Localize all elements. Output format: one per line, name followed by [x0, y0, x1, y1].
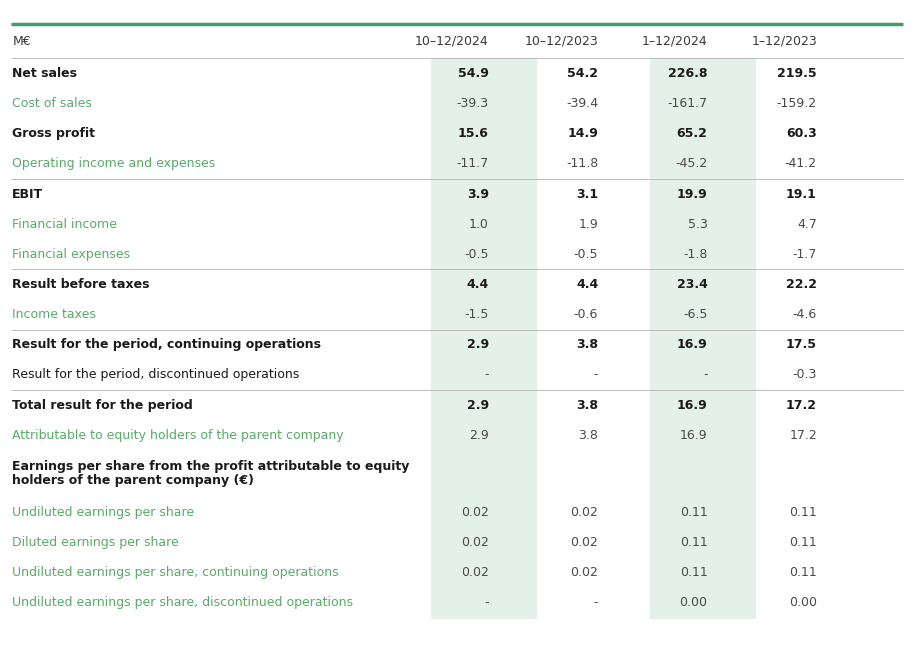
Text: -159.2: -159.2: [777, 97, 817, 110]
Text: 4.4: 4.4: [576, 278, 599, 291]
Text: EBIT: EBIT: [12, 188, 44, 201]
Text: Result before taxes: Result before taxes: [12, 278, 150, 291]
Text: Financial expenses: Financial expenses: [12, 248, 131, 261]
Text: Attributable to equity holders of the parent company: Attributable to equity holders of the pa…: [12, 428, 344, 442]
Text: 0.02: 0.02: [570, 536, 599, 549]
Text: M€: M€: [12, 35, 31, 48]
Text: Gross profit: Gross profit: [12, 127, 95, 140]
Text: 0.11: 0.11: [680, 506, 707, 519]
Text: 16.9: 16.9: [677, 338, 707, 351]
Text: 0.00: 0.00: [680, 596, 707, 609]
Text: -0.3: -0.3: [792, 368, 817, 382]
Text: 0.11: 0.11: [789, 536, 817, 549]
Text: Undiluted earnings per share, continuing operations: Undiluted earnings per share, continuing…: [12, 567, 339, 579]
Text: 0.00: 0.00: [789, 596, 817, 609]
Text: -: -: [484, 596, 489, 609]
Text: 1–12/2023: 1–12/2023: [751, 35, 817, 48]
Text: 0.02: 0.02: [461, 506, 489, 519]
Text: 17.2: 17.2: [786, 399, 817, 411]
Bar: [650, 59, 755, 618]
Text: Result for the period, discontinued operations: Result for the period, discontinued oper…: [12, 368, 300, 382]
Text: -161.7: -161.7: [667, 97, 707, 110]
Text: 1.9: 1.9: [579, 218, 599, 231]
Text: Net sales: Net sales: [12, 67, 78, 80]
Text: 0.02: 0.02: [570, 567, 599, 579]
Text: 2.9: 2.9: [467, 338, 489, 351]
Text: 3.8: 3.8: [579, 428, 599, 442]
Text: 54.9: 54.9: [458, 67, 489, 80]
Text: 19.1: 19.1: [786, 188, 817, 201]
Text: 19.9: 19.9: [677, 188, 707, 201]
Text: 4.7: 4.7: [797, 218, 817, 231]
Text: Cost of sales: Cost of sales: [12, 97, 92, 110]
Text: 23.4: 23.4: [676, 278, 707, 291]
Text: -11.7: -11.7: [457, 157, 489, 170]
Text: 3.8: 3.8: [576, 338, 599, 351]
Text: -0.5: -0.5: [574, 248, 599, 261]
Text: 2.9: 2.9: [469, 428, 489, 442]
Text: 17.2: 17.2: [789, 428, 817, 442]
Text: -: -: [594, 368, 599, 382]
Text: Diluted earnings per share: Diluted earnings per share: [12, 536, 179, 549]
Text: 2.9: 2.9: [467, 399, 489, 411]
Text: 54.2: 54.2: [568, 67, 599, 80]
Text: 10–12/2024: 10–12/2024: [415, 35, 489, 48]
Text: 0.11: 0.11: [789, 567, 817, 579]
Text: -: -: [594, 596, 599, 609]
Text: -4.6: -4.6: [792, 308, 817, 321]
Text: -0.5: -0.5: [464, 248, 489, 261]
Text: 16.9: 16.9: [677, 399, 707, 411]
Text: -45.2: -45.2: [675, 157, 707, 170]
Text: 65.2: 65.2: [676, 127, 707, 140]
Text: 0.02: 0.02: [570, 506, 599, 519]
Text: 0.11: 0.11: [789, 506, 817, 519]
Text: -41.2: -41.2: [785, 157, 817, 170]
Text: -: -: [703, 368, 707, 382]
Text: -1.8: -1.8: [683, 248, 707, 261]
Text: 10–12/2023: 10–12/2023: [525, 35, 599, 48]
Text: -6.5: -6.5: [683, 308, 707, 321]
Text: -11.8: -11.8: [566, 157, 599, 170]
Text: Total result for the period: Total result for the period: [12, 399, 193, 411]
Text: -39.4: -39.4: [566, 97, 599, 110]
Bar: [431, 59, 537, 618]
Text: Income taxes: Income taxes: [12, 308, 96, 321]
Text: 219.5: 219.5: [777, 67, 817, 80]
Text: 3.8: 3.8: [576, 399, 599, 411]
Text: 15.6: 15.6: [458, 127, 489, 140]
Text: Undiluted earnings per share: Undiluted earnings per share: [12, 506, 195, 519]
Text: 0.02: 0.02: [461, 567, 489, 579]
Text: 0.11: 0.11: [680, 567, 707, 579]
Text: 1–12/2024: 1–12/2024: [642, 35, 707, 48]
Text: holders of the parent company (€): holders of the parent company (€): [12, 474, 254, 487]
Text: 16.9: 16.9: [680, 428, 707, 442]
Text: 17.5: 17.5: [786, 338, 817, 351]
Text: Financial income: Financial income: [12, 218, 117, 231]
Text: 226.8: 226.8: [668, 67, 707, 80]
Text: 22.2: 22.2: [786, 278, 817, 291]
Text: 1.0: 1.0: [469, 218, 489, 231]
Text: 0.02: 0.02: [461, 536, 489, 549]
Text: Result for the period, continuing operations: Result for the period, continuing operat…: [12, 338, 322, 351]
Text: Undiluted earnings per share, discontinued operations: Undiluted earnings per share, discontinu…: [12, 596, 354, 609]
Text: 4.4: 4.4: [467, 278, 489, 291]
Text: -0.6: -0.6: [574, 308, 599, 321]
Text: 0.11: 0.11: [680, 536, 707, 549]
Text: 3.1: 3.1: [576, 188, 599, 201]
Text: 14.9: 14.9: [568, 127, 599, 140]
Text: 3.9: 3.9: [467, 188, 489, 201]
Text: Operating income and expenses: Operating income and expenses: [12, 157, 216, 170]
Text: Earnings per share from the profit attributable to equity: Earnings per share from the profit attri…: [12, 461, 409, 473]
Text: -: -: [484, 368, 489, 382]
Text: 60.3: 60.3: [786, 127, 817, 140]
Text: -1.5: -1.5: [464, 308, 489, 321]
Text: 5.3: 5.3: [687, 218, 707, 231]
Text: -39.3: -39.3: [457, 97, 489, 110]
Text: -1.7: -1.7: [792, 248, 817, 261]
